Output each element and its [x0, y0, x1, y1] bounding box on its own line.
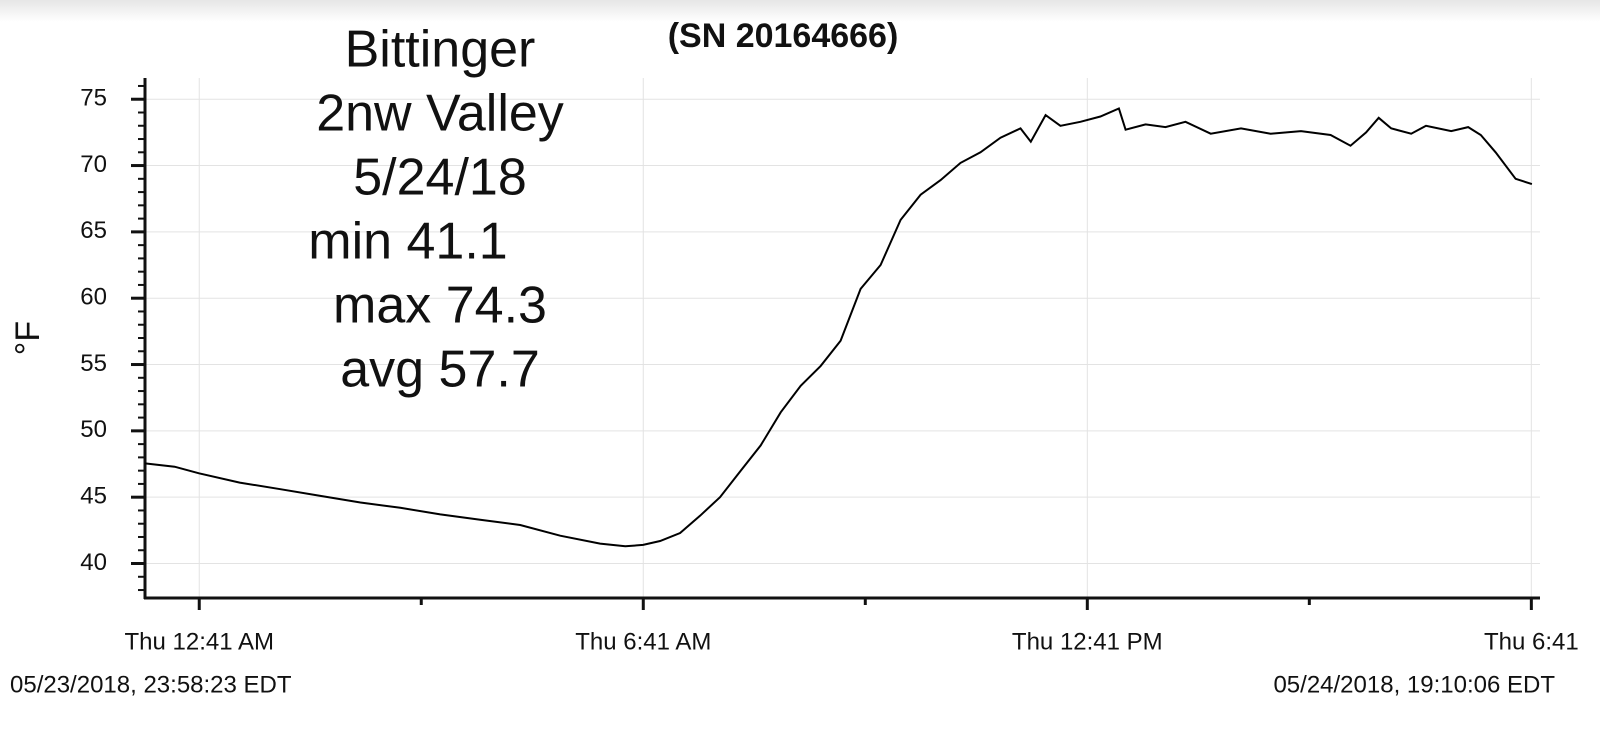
annotation: 2nw Valley — [316, 85, 564, 143]
y-tick-label: 40 — [80, 549, 107, 576]
y-tick-label: 50 — [80, 416, 107, 443]
x-tick-label: Thu 6:41 AM — [575, 628, 711, 655]
end-time: 05/24/2018, 19:10:06 EDT — [1273, 671, 1555, 698]
y-tick-label: 60 — [80, 284, 107, 311]
data-line — [144, 107, 1533, 548]
x-tick-label: Thu 12:41 PM — [1012, 628, 1163, 655]
y-tick-label: 70 — [80, 151, 107, 178]
y-tick-label: 65 — [80, 217, 107, 244]
annotation: Bittinger — [345, 21, 536, 79]
x-tick-label: Thu 12:41 AM — [125, 628, 274, 655]
annotation: 5/24/18 — [353, 149, 527, 207]
annotation: max 74.3 — [333, 277, 547, 335]
x-tick-label: Thu 6:41 — [1484, 628, 1579, 655]
chart-title: (SN 20164666) — [668, 17, 899, 55]
annotation: min 41.1 — [308, 213, 507, 271]
top-shade — [0, 0, 1600, 22]
annotation: avg 57.7 — [340, 341, 540, 399]
y-tick-label: 55 — [80, 350, 107, 377]
y-tick-label: 45 — [80, 483, 107, 510]
y-tick-label: 75 — [80, 85, 107, 112]
y-axis-label: °F — [9, 321, 47, 355]
start-time: 05/23/2018, 23:58:23 EDT — [10, 671, 292, 698]
